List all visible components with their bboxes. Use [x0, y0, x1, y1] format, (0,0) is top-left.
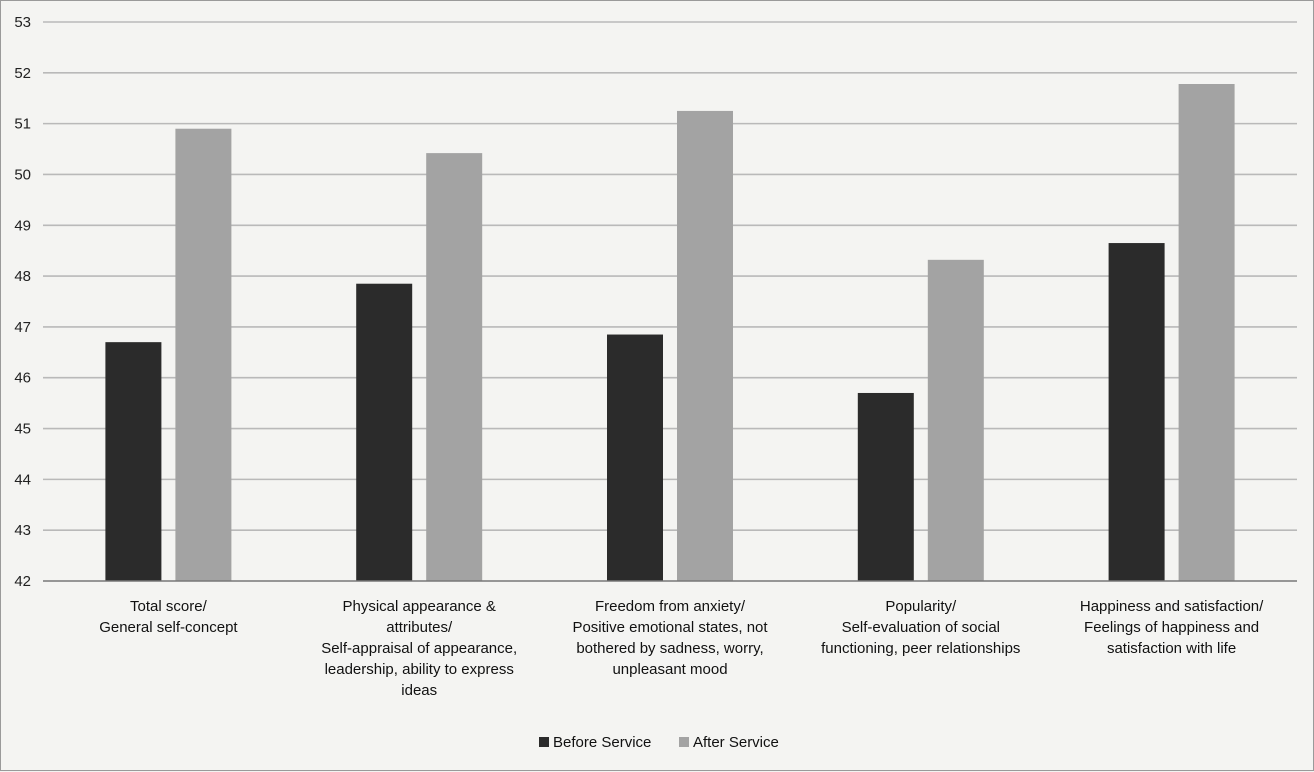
legend-label-before: Before Service [553, 734, 651, 751]
y-tick-label: 53 [14, 14, 31, 31]
y-tick-label: 46 [14, 370, 31, 387]
category-label-line: Freedom from anxiety/ [595, 598, 746, 615]
category-label-line: bothered by sadness, worry, [576, 640, 763, 657]
bar-after-4 [927, 259, 984, 581]
bar-before-3 [607, 334, 663, 581]
legend-label-after: After Service [693, 734, 779, 751]
y-tick-label: 42 [14, 573, 31, 590]
category-label-line: General self-concept [99, 619, 238, 636]
category-label-line: satisfaction with life [1107, 640, 1236, 657]
category-label: Physical appearance & attributes/Self-app… [321, 598, 517, 699]
legend-swatch-before [539, 737, 549, 747]
category-label-line: leadership, ability to express [325, 661, 514, 678]
y-tick-label: 50 [14, 166, 31, 183]
category-label-line: Self-evaluation of social [842, 619, 1000, 636]
y-tick-label: 45 [14, 421, 31, 438]
bar-before-5 [1108, 243, 1165, 582]
category-label-line: attributes/ [386, 619, 453, 636]
bar-after-3 [677, 110, 733, 581]
bar-before-4 [857, 392, 914, 581]
gridlines [43, 21, 1297, 531]
bar-after-5 [1178, 83, 1235, 582]
category-label-line: unpleasant mood [612, 661, 727, 678]
bar-after-2 [426, 153, 483, 582]
y-tick-label: 51 [14, 116, 31, 133]
y-tick-label: 52 [14, 65, 31, 82]
y-tick-label: 49 [14, 217, 31, 234]
legend-swatch-after [679, 737, 689, 747]
category-label-line: Physical appearance & [342, 598, 495, 615]
y-axis-ticks: 42 43 44 45 46 47 48 49 50 51 52 53 [14, 14, 31, 590]
bar-before-1 [105, 342, 162, 581]
y-tick-label: 47 [14, 319, 31, 336]
category-label-line: Happiness and satisfaction/ [1080, 598, 1264, 615]
category-label-line: Self-appraisal of appearance, [321, 640, 517, 657]
category-labels: Total score/General self-concept Physical… [99, 598, 1264, 699]
y-tick-label: 44 [14, 471, 31, 488]
category-label: Freedom from anxiety/Positive emotional … [572, 598, 768, 678]
category-label-line: Feelings of happiness and [1084, 619, 1259, 636]
category-label: Total score/General self-concept [99, 598, 238, 636]
legend: Before Service After Service [539, 734, 779, 751]
category-label-line: Popularity/ [885, 598, 957, 615]
category-label-line: Total score/ [130, 598, 208, 615]
y-tick-label: 43 [14, 522, 31, 539]
bars [105, 83, 1235, 582]
category-label: Happiness and satisfaction/Feelings of h… [1080, 598, 1264, 657]
category-label-line: Positive emotional states, not [572, 619, 768, 636]
category-label: Popularity/Self-evaluation of social func… [821, 598, 1020, 657]
category-label-line: ideas [401, 682, 437, 699]
bar-after-1 [175, 128, 232, 581]
category-label-line: functioning, peer relationships [821, 640, 1020, 657]
bar-before-2 [356, 283, 413, 581]
y-tick-label: 48 [14, 268, 31, 285]
